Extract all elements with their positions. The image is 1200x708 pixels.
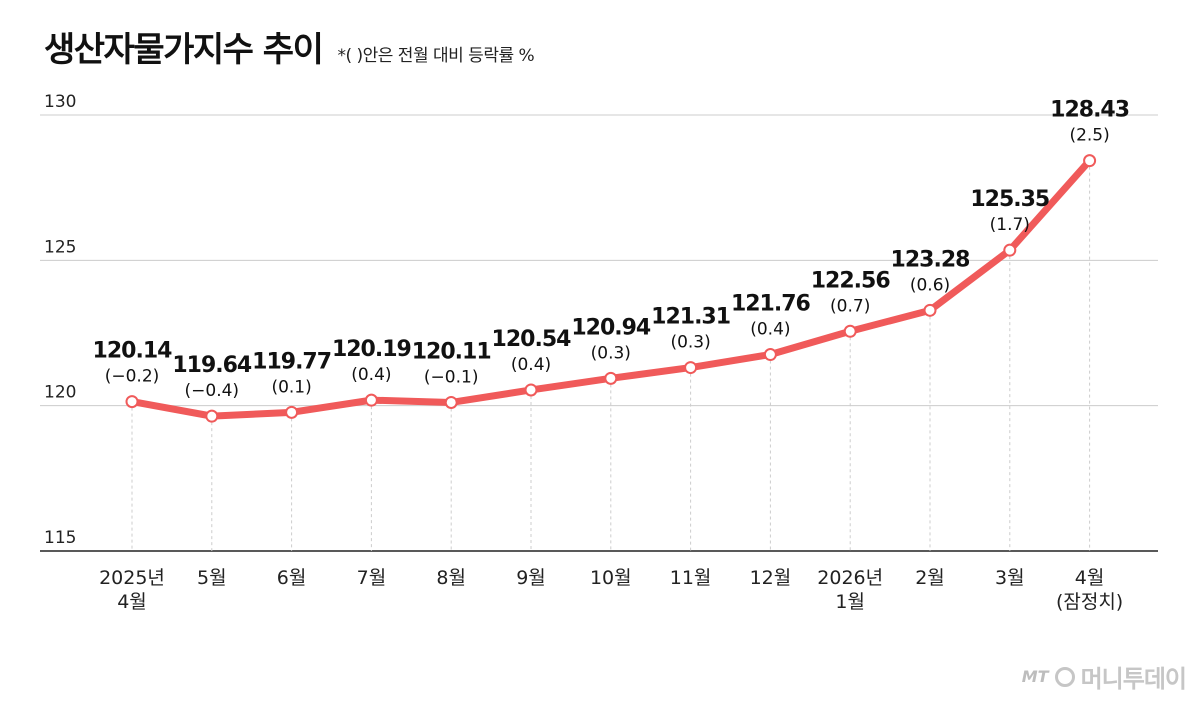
y-tick-label: 125 [44,237,76,257]
value-label: 123.28 [891,247,970,272]
value-label: 120.11 [412,339,491,364]
y-tick-label: 130 [44,92,76,112]
brand-circle-icon [1054,666,1075,687]
value-label: 120.14 [93,339,173,364]
chart-title: 생산자물가지수 추이 [44,30,324,70]
title-block: 생산자물가지수 추이 *( )안은 전월 대비 등락률 % [44,22,535,71]
x-tick-label: 10월 [590,567,632,589]
data-point [1003,243,1017,257]
x-tick-label: 5월 [197,567,227,589]
brand-mark: MT [1021,667,1049,686]
data-point [444,395,458,409]
value-label: 120.94 [571,315,651,340]
data-point [205,409,219,423]
x-tick-label: (잠정치) [1056,591,1123,613]
data-point [524,383,538,397]
change-label: (0.7) [830,296,870,316]
change-label: (−0.4) [185,381,240,401]
value-label: 120.54 [492,327,572,352]
value-label: 121.31 [651,305,730,330]
data-point [923,303,937,317]
y-tick-label: 120 [44,383,76,403]
data-point [604,371,618,385]
data-point [285,405,299,419]
value-label: 128.43 [1050,98,1129,123]
data-point [1083,154,1097,168]
value-label: 119.77 [252,349,331,374]
brand-logo: MT 머니투데이 [1021,659,1187,694]
change-label: (−0.2) [105,367,160,387]
x-tick-label: 2026년 [817,567,883,589]
data-point [843,324,857,338]
value-label: 122.56 [811,268,891,293]
x-tick-label: 2025년 [99,567,165,589]
x-tick-label: 11월 [670,567,712,589]
x-tick-label: 9월 [516,567,546,589]
change-label: (0.3) [591,343,631,363]
value-label: 119.64 [172,353,252,378]
data-point [684,361,698,375]
change-label: (0.4) [511,355,551,375]
change-label: (1.7) [990,215,1030,235]
x-tick-label: 4월 [117,591,147,613]
y-tick-label: 115 [44,528,76,548]
x-tick-label: 2월 [915,567,945,589]
x-tick-label: 12월 [750,567,792,589]
brand-name: 머니투데이 [1080,665,1187,693]
change-label: (0.1) [271,377,311,397]
value-label: 125.35 [970,187,1049,212]
value-label: 121.76 [731,292,811,317]
value-label: 120.19 [332,337,411,362]
x-tick-label: 1월 [835,591,865,613]
change-label: (−0.1) [424,367,479,387]
change-label: (2.5) [1069,126,1109,146]
change-label: (0.4) [351,365,391,385]
change-label: (0.6) [910,275,950,295]
x-tick-label: 6월 [277,567,307,589]
x-tick-label: 3월 [995,567,1025,589]
x-tick-label: 8월 [436,567,466,589]
x-tick-label: 4월 [1075,567,1105,589]
change-label: (0.3) [670,333,710,353]
data-point [125,395,139,409]
data-point [763,348,777,362]
data-point [364,393,378,407]
chart-subtitle: *( )안은 전월 대비 등락률 % [337,46,535,66]
x-tick-label: 7월 [357,567,387,589]
change-label: (0.4) [750,320,790,340]
